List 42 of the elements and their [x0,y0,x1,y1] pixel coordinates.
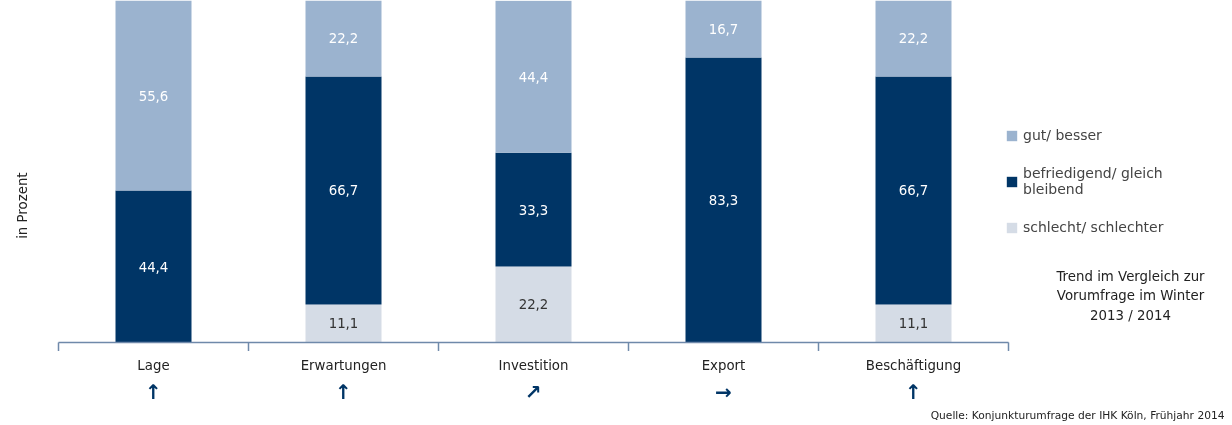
bar [685,57,762,343]
bar [495,266,572,343]
legend-label: befriedigend/ gleich bleibend [1023,165,1163,197]
text: ↑ [335,380,352,405]
data-label: 22,2 [518,297,549,313]
bar [495,0,572,153]
data-label: 44,4 [518,69,549,85]
data-label: 22,2 [328,31,359,47]
data-label: 22,2 [898,31,929,47]
data-label: 44,4 [138,259,169,275]
bar [685,0,762,58]
x-tick-label: Export [701,357,746,373]
x-tick-label: Investition [498,357,569,373]
text: ↑ [905,380,922,405]
bar [305,76,382,305]
bar [115,0,192,191]
text: ↑ [145,380,162,405]
x-tick-label: Lage [137,357,170,373]
data-label: 11,1 [328,316,359,332]
legend-label: schlecht/ schlechter [1023,219,1164,235]
text: ↗ [525,380,542,405]
data-label: 11,1 [898,316,929,332]
text: → [715,380,732,405]
data-label: 33,3 [518,202,549,218]
text: Trend im Vergleich zur Vorumfrage im Winter 2013 / 2014 [1055,268,1206,323]
data-label: 66,7 [328,183,359,199]
bar [875,76,952,305]
source-note: Quelle: Konjunkturumfrage der IHK Köln, Frühjahr 2014 [930,408,1225,422]
data-label: 83,3 [708,193,739,209]
data-label: 55,6 [138,88,169,104]
bar [875,304,952,343]
bar [305,304,382,343]
bar [495,152,572,267]
bar [305,0,382,77]
data-label: 66,7 [898,183,929,199]
data-label: 16,7 [708,22,739,38]
x-tick-label: Erwartungen [300,357,387,373]
y-axis-title: in Prozent [15,172,30,239]
x-tick-label: Beschäftigung [865,357,962,373]
bar [875,0,952,77]
bar [115,190,192,343]
legend-label: gut/ besser [1023,127,1102,143]
